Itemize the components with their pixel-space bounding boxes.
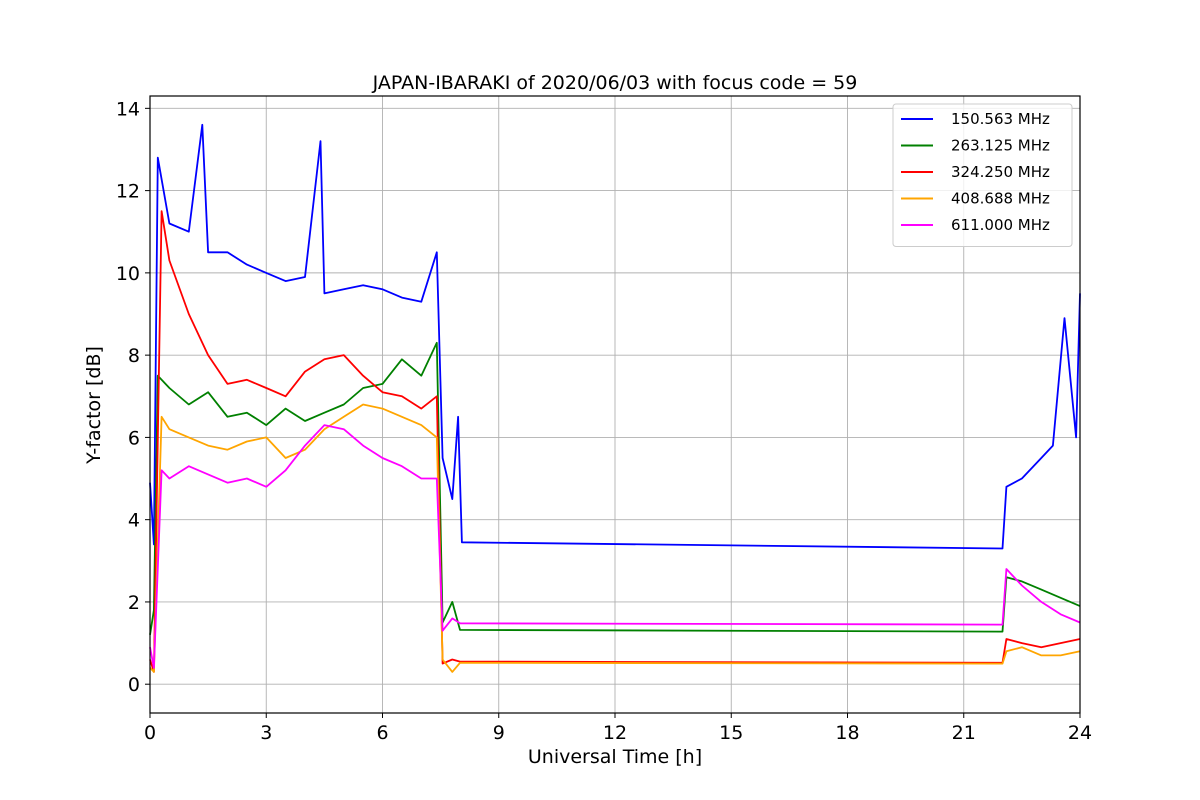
x-tick-label: 18 bbox=[835, 722, 859, 744]
x-ticks: 0 3 6 9 12 15 18 21 24 bbox=[144, 713, 1092, 744]
series-layer bbox=[149, 123, 1081, 673]
x-tick-label: 3 bbox=[260, 722, 272, 744]
legend-label: 408.688 MHz bbox=[951, 190, 1050, 208]
legend: 150.563 MHz 263.125 MHz 324.250 MHz 408.688… bbox=[892, 103, 1073, 247]
y-axis-label: Y-factor [dB] bbox=[83, 346, 105, 465]
series-line-4 bbox=[149, 403, 1081, 673]
legend-label: 150.563 MHz bbox=[951, 110, 1050, 128]
y-tick-label: 10 bbox=[116, 263, 140, 285]
y-tick-label: 12 bbox=[116, 181, 140, 203]
chart-title: JAPAN-IBARAKI of 2020/06/03 with focus c… bbox=[372, 72, 858, 94]
series-line-3 bbox=[149, 210, 1081, 673]
x-tick-label: 21 bbox=[952, 722, 976, 744]
y-tick-label: 2 bbox=[128, 592, 140, 614]
x-tick-label: 6 bbox=[376, 722, 388, 744]
y-tick-label: 0 bbox=[128, 674, 140, 696]
y-tick-label: 6 bbox=[128, 427, 140, 449]
legend-box bbox=[892, 103, 1073, 247]
x-tick-label: 24 bbox=[1068, 722, 1092, 744]
y-tick-label: 4 bbox=[128, 510, 140, 532]
legend-label: 324.250 MHz bbox=[951, 163, 1050, 181]
y-tick-label: 8 bbox=[128, 345, 140, 367]
x-tick-label: 0 bbox=[144, 722, 156, 744]
legend-label: 611.000 MHz bbox=[951, 216, 1050, 234]
x-tick-label: 9 bbox=[493, 722, 505, 744]
series-line-5 bbox=[149, 424, 1081, 669]
x-axis-label: Universal Time [h] bbox=[528, 746, 702, 768]
series-line-1 bbox=[149, 123, 1081, 550]
x-tick-label: 12 bbox=[603, 722, 627, 744]
legend-label: 263.125 MHz bbox=[951, 137, 1050, 155]
y-ticks: 0 2 4 6 8 10 12 14 bbox=[116, 98, 150, 696]
x-tick-label: 15 bbox=[719, 722, 743, 744]
y-tick-label: 14 bbox=[116, 98, 140, 120]
